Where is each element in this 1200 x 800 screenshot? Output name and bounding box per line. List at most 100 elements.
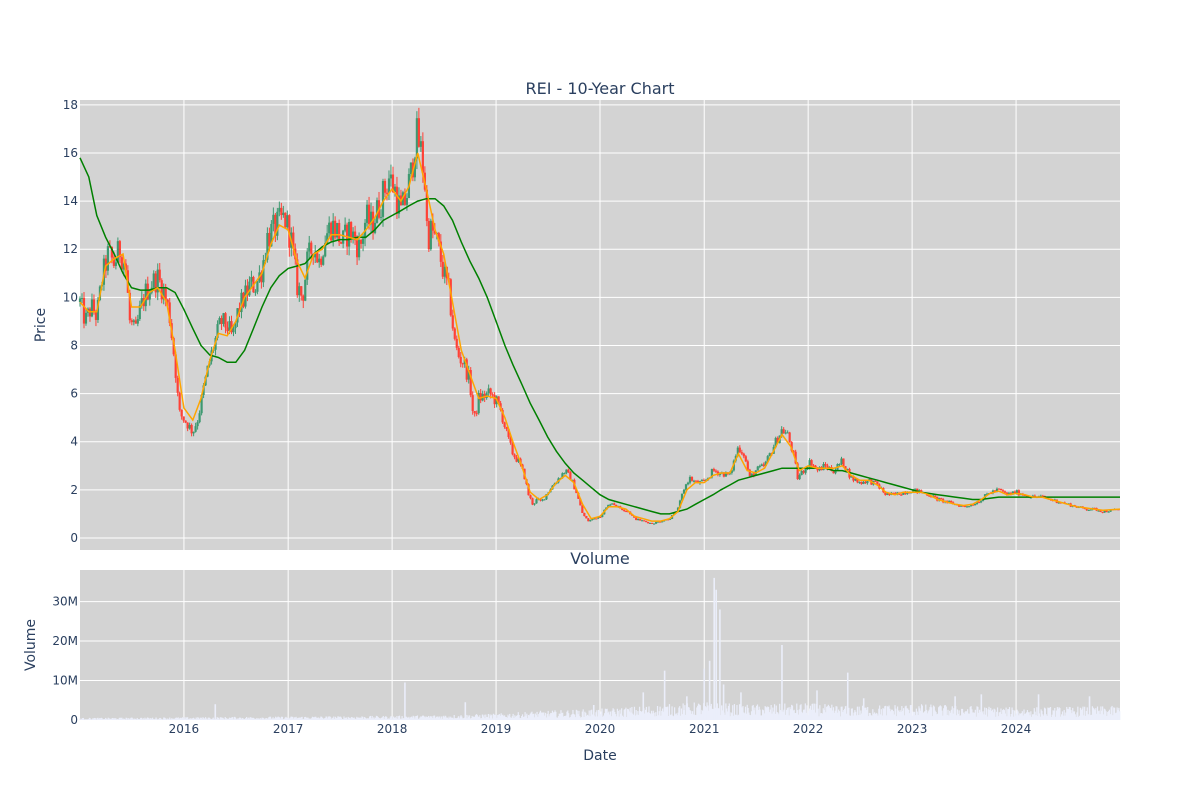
volume-bar <box>86 719 88 720</box>
volume-bar <box>136 717 138 720</box>
candle-body <box>451 315 454 329</box>
volume-bar <box>309 718 311 720</box>
volume-bar <box>339 716 341 720</box>
volume-bar <box>541 712 543 720</box>
volume-bar <box>99 718 101 720</box>
volume-bar <box>725 703 727 720</box>
volume-bar <box>1060 716 1062 720</box>
volume-bar <box>126 717 128 720</box>
volume-bar <box>626 716 628 720</box>
volume-bar <box>384 716 386 720</box>
volume-bar <box>1061 714 1063 720</box>
volume-bar <box>803 709 806 720</box>
candle-body <box>597 517 600 519</box>
volume-bar <box>581 711 583 720</box>
volume-bar <box>93 718 95 720</box>
volume-bar <box>551 710 554 720</box>
volume-bar <box>678 707 680 720</box>
candle-body <box>332 220 335 241</box>
volume-bar <box>83 719 85 720</box>
volume-bar <box>973 712 976 720</box>
volume-bar <box>173 719 175 720</box>
volume-bar <box>808 711 810 720</box>
candle-body <box>431 220 434 231</box>
volume-bar <box>190 718 192 720</box>
candle-body <box>128 292 131 321</box>
volume-bar <box>757 709 759 720</box>
volume-bar <box>174 718 176 720</box>
volume-bar <box>583 716 585 720</box>
volume-bar <box>344 718 346 720</box>
volume-bar <box>609 711 612 720</box>
volume-bar <box>1108 709 1111 720</box>
candle-body <box>874 480 877 482</box>
candle-body <box>894 493 897 495</box>
volume-bar <box>972 712 974 720</box>
volume-bar <box>387 718 390 720</box>
volume-bar <box>304 716 307 720</box>
volume-bar <box>187 719 190 720</box>
volume-bar <box>802 713 804 720</box>
candle-body <box>1039 495 1042 497</box>
volume-bar <box>886 706 888 720</box>
volume-bar <box>391 716 393 720</box>
candle-body <box>373 222 377 233</box>
candle-body <box>684 484 688 490</box>
candle-body <box>298 286 301 296</box>
volume-bar <box>918 706 920 720</box>
volume-bar <box>406 717 408 720</box>
candle-body <box>786 432 789 434</box>
volume-bar <box>1103 708 1105 720</box>
volume-bar <box>931 707 933 720</box>
candle-body <box>88 308 92 317</box>
candle-body <box>977 502 981 504</box>
volume-bars <box>79 577 1121 720</box>
candle-body <box>230 321 233 333</box>
candle-body <box>491 394 494 396</box>
candle-body <box>166 299 169 303</box>
volume-bar <box>834 710 836 720</box>
volume-bar <box>694 714 696 720</box>
volume-bar <box>902 710 904 720</box>
candle-body <box>587 518 590 522</box>
volume-bar <box>720 705 723 720</box>
candle-body <box>788 432 791 443</box>
volume-bar <box>760 715 762 720</box>
volume-bar <box>388 718 390 720</box>
candle-body <box>768 453 771 457</box>
volume-bar <box>486 716 488 720</box>
volume-bar <box>250 717 252 720</box>
volume-bar <box>1009 716 1011 720</box>
candle-body <box>975 502 979 504</box>
volume-bar <box>783 709 785 720</box>
volume-bar <box>1116 707 1118 720</box>
volume-bar <box>305 717 307 720</box>
volume-bar <box>313 717 315 720</box>
candle-body <box>104 258 108 271</box>
volume-bar <box>157 719 159 720</box>
volume-bar <box>283 718 285 720</box>
candle-body <box>469 370 472 396</box>
volume-bar <box>990 710 993 720</box>
volume-bar <box>466 718 468 720</box>
volume-bar <box>915 708 917 720</box>
volume-bar <box>923 711 925 720</box>
candle-body <box>653 523 656 525</box>
volume-bar <box>570 715 572 720</box>
volume-bar <box>289 717 291 720</box>
volume-bar <box>308 718 310 720</box>
volume-bar <box>459 716 461 720</box>
candle-body <box>852 476 855 481</box>
volume-bar <box>759 709 761 720</box>
volume-bar <box>870 715 872 720</box>
volume-bar <box>346 719 349 720</box>
volume-bar <box>181 718 183 720</box>
volume-bar <box>257 718 259 720</box>
volume-bar <box>465 714 467 720</box>
volume-bar <box>633 714 635 720</box>
volume-bar <box>974 709 976 720</box>
volume-bar <box>106 719 108 720</box>
volume-bar <box>235 719 237 720</box>
volume-bar <box>668 704 671 720</box>
candle-body <box>218 318 221 325</box>
